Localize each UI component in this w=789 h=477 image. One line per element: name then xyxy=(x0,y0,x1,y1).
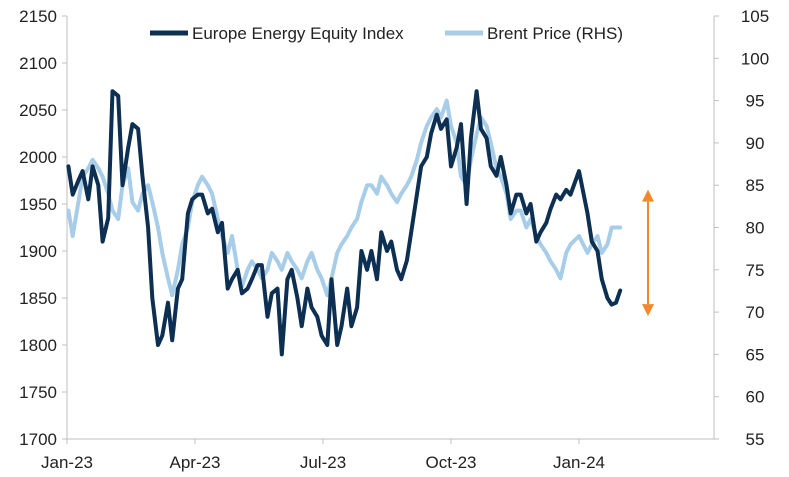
y-right-tick-label: 85 xyxy=(746,176,765,195)
y-right-tick-label: 80 xyxy=(746,219,765,238)
y-left-tick-label: 2000 xyxy=(19,148,57,167)
y-right-tick-label: 60 xyxy=(746,388,765,407)
x-tick-label: Oct-23 xyxy=(425,453,476,472)
annotation-arrow-head-up xyxy=(642,189,654,202)
y-left-tick-label: 1800 xyxy=(19,336,57,355)
y-right-tick-label: 55 xyxy=(746,430,765,449)
y-left-tick-label: 2100 xyxy=(19,54,57,73)
y-right-tick-label: 65 xyxy=(746,345,765,364)
legend-label-europe-energy-equity-index: Europe Energy Equity Index xyxy=(192,24,404,43)
y-right-tick-label: 105 xyxy=(741,7,769,26)
x-tick-label: Jul-23 xyxy=(300,453,346,472)
series-line-europe-energy-equity-index xyxy=(66,89,623,357)
axes: 1700 1750 1800 1850 1900 1950 2000 2050 2100 2150… xyxy=(19,7,769,472)
y-right-tick-label: 100 xyxy=(741,49,769,68)
x-tick-label: Jan-23 xyxy=(41,453,93,472)
series-layer xyxy=(66,89,623,357)
y-left-tick-label: 1950 xyxy=(19,195,57,214)
annotation-arrow-head-down xyxy=(642,304,654,317)
y-left-tick-label: 1850 xyxy=(19,289,57,308)
y-right-tick-label: 75 xyxy=(746,261,765,280)
y-right-tick-label: 95 xyxy=(746,92,765,111)
y-left-tick-label: 1900 xyxy=(19,242,57,261)
y-left-tick-label: 1700 xyxy=(19,430,57,449)
x-tick-label: Apr-23 xyxy=(169,453,220,472)
y-right-tick-label: 90 xyxy=(746,134,765,153)
y-right-tick-label: 70 xyxy=(746,303,765,322)
x-tick-label: Jan-24 xyxy=(553,453,605,472)
y-left-tick-label: 1750 xyxy=(19,383,57,402)
legend: Europe Energy Equity Index Brent Price (… xyxy=(150,24,623,43)
legend-label-brent-price: Brent Price (RHS) xyxy=(487,24,623,43)
y-left-tick-label: 2150 xyxy=(19,7,57,26)
y-left-tick-label: 2050 xyxy=(19,101,57,120)
annotation-layer xyxy=(642,189,654,317)
series-line-brent-price xyxy=(66,98,623,298)
